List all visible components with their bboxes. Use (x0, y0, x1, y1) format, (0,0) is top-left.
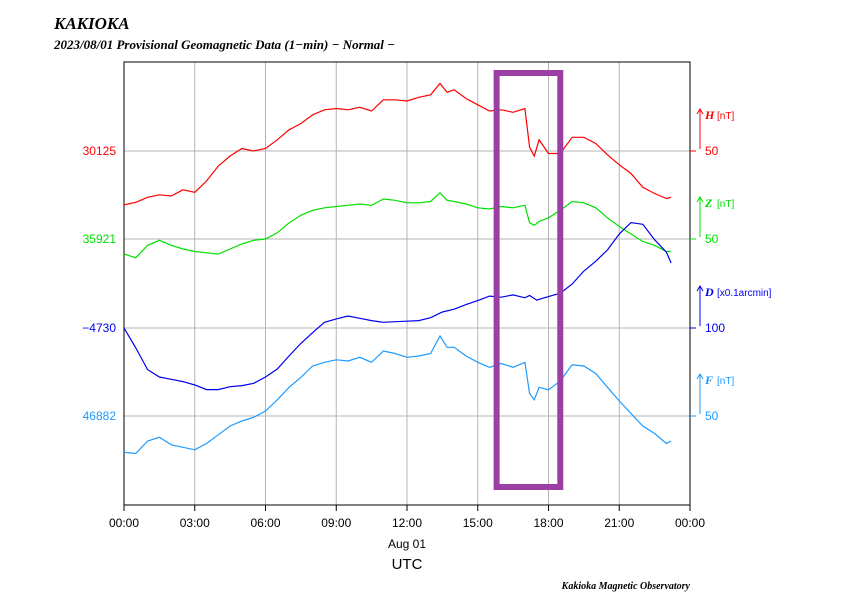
series-line-h (123, 82, 672, 206)
series-line-z (123, 191, 672, 259)
component-name-h: H (704, 108, 715, 122)
component-name-d: D (704, 285, 714, 299)
x-date-label: Aug 01 (388, 537, 426, 551)
scale-label-d: 100 (705, 321, 725, 335)
base-label-h: 30125 (83, 144, 117, 158)
x-tick-label: 21:00 (604, 516, 634, 530)
x-axis-ticks: 00:00 03:00 06:00 09:00 12:00 15:00 18:00 21:00… (109, 505, 705, 530)
scale-label-z: 50 (705, 232, 719, 246)
component-unit-d: [x0.1arcmin] (717, 288, 772, 299)
scale-arrowhead-f (696, 373, 704, 380)
highlight-box (493, 70, 564, 490)
x-tick-label: 15:00 (463, 516, 493, 530)
x-unit-label: UTC (392, 556, 423, 573)
scale-arrowhead-d (696, 285, 704, 292)
component-name-z: Z (704, 196, 713, 210)
series-line-d (123, 221, 672, 391)
station-title: KAKIOKA (53, 14, 130, 33)
x-tick-label: 09:00 (321, 516, 351, 530)
base-label-z: 35921 (83, 232, 117, 246)
x-tick-label: 06:00 (250, 516, 280, 530)
component-unit-h: [nT] (717, 111, 734, 122)
x-tick-label: 00:00 (109, 516, 139, 530)
series-lines (123, 82, 672, 455)
component-name-f: F (704, 373, 713, 387)
base-label-d: −4730 (82, 321, 116, 335)
component-unit-z: [nT] (717, 199, 734, 210)
x-tick-label: 18:00 (533, 516, 563, 530)
x-tick-label: 12:00 (392, 516, 422, 530)
base-value-labels: 30125 35921 −4730 46882 (82, 144, 116, 423)
series-line-f (123, 334, 672, 455)
scale-arrowhead-h (696, 108, 704, 115)
x-tick-label: 00:00 (675, 516, 705, 530)
scale-label-h: 50 (705, 144, 719, 158)
component-unit-f: [nT] (717, 376, 734, 387)
scale-arrowhead-z (696, 196, 704, 203)
base-label-f: 46882 (83, 409, 117, 423)
grid (124, 62, 690, 505)
x-tick-label: 03:00 (180, 516, 210, 530)
chart-subtitle: 2023/08/01 Provisional Geomagnetic Data … (53, 37, 395, 52)
scale-label-f: 50 (705, 409, 719, 423)
observatory-credit: Kakioka Magnetic Observatory (561, 581, 691, 592)
